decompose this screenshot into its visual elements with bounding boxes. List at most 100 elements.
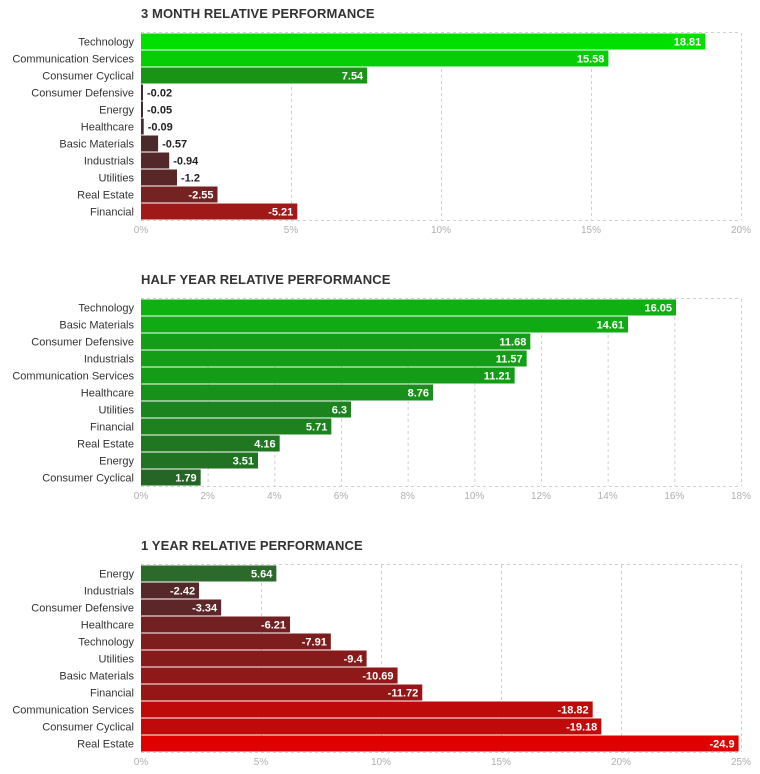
bar [141, 684, 423, 701]
value-label: -2.42 [170, 586, 195, 598]
value-label: 16.05 [644, 303, 672, 315]
x-tick-label: 20% [731, 225, 751, 236]
value-label: -1.2 [181, 173, 200, 185]
category-label: Healthcare [81, 122, 134, 134]
x-tick-label: 0% [134, 757, 149, 768]
category-label: Real Estate [77, 739, 134, 751]
bar [141, 418, 332, 435]
bar [141, 118, 144, 135]
x-tick-label: 0% [134, 225, 149, 236]
category-label: Utilities [99, 173, 135, 185]
bar [141, 203, 298, 220]
chart-title: 3 MONTH RELATIVE PERFORMANCE [141, 6, 375, 21]
bar [141, 718, 602, 735]
value-label: 15.58 [577, 54, 605, 66]
x-tick-label: 12% [531, 491, 551, 502]
value-label: -0.94 [173, 156, 199, 168]
value-label: 11.68 [499, 337, 526, 349]
category-label: Communication Services [12, 705, 134, 717]
x-tick-label: 10% [371, 757, 391, 768]
value-label: 3.51 [233, 456, 254, 468]
bar [141, 599, 222, 616]
chart-3-month-plot: 0% 5% 10% 15% 20% Technology 18.81 Communicatio… [12, 32, 751, 236]
bar [141, 667, 398, 684]
category-label: Industrials [84, 586, 135, 598]
category-label: Financial [90, 688, 134, 700]
value-label: 11.21 [484, 371, 511, 383]
category-label: Technology [78, 637, 134, 649]
x-tick-label: 10% [464, 491, 484, 502]
bar [141, 616, 291, 633]
category-label: Industrials [84, 354, 135, 366]
x-tick-label: 20% [611, 757, 631, 768]
value-label: -3.34 [192, 603, 218, 615]
category-label: Financial [90, 207, 134, 219]
value-label: -6.21 [261, 620, 286, 632]
value-label: -0.02 [147, 88, 172, 100]
bar [141, 582, 200, 599]
category-label: Consumer Defensive [31, 603, 134, 615]
bar [141, 401, 351, 418]
x-tick-label: 5% [284, 225, 299, 236]
bar [141, 316, 628, 333]
category-label: Healthcare [81, 388, 134, 400]
category-label: Utilities [99, 654, 135, 666]
chart-title: HALF YEAR RELATIVE PERFORMANCE [141, 272, 391, 287]
bar [141, 633, 331, 650]
bar [141, 50, 609, 67]
value-label: 1.79 [175, 473, 196, 485]
category-label: Basic Materials [59, 139, 134, 151]
category-label: Basic Materials [59, 671, 134, 683]
bar [141, 299, 676, 316]
category-label: Energy [99, 456, 134, 468]
value-label: -5.21 [268, 207, 293, 219]
value-label: -19.18 [566, 722, 597, 734]
bar [141, 452, 258, 469]
category-label: Energy [99, 105, 134, 117]
x-tick-label: 15% [491, 757, 511, 768]
bar [141, 735, 739, 752]
category-label: Communication Services [12, 371, 134, 383]
bar [141, 350, 527, 367]
x-tick-label: 10% [431, 225, 451, 236]
x-tick-label: 0% [134, 491, 149, 502]
category-label: Industrials [84, 156, 135, 168]
value-label: -18.82 [557, 705, 588, 717]
chart-half-year-plot: 0% 2% 4% 6% 8% 10% 12% 14% 16% 18% Technology 16.05… [12, 298, 751, 502]
bar [141, 101, 143, 118]
bar [141, 186, 218, 203]
value-label: -0.05 [147, 105, 172, 117]
x-tick-label: 2% [200, 491, 215, 502]
bar [141, 701, 593, 718]
bar [141, 565, 277, 582]
category-label: Consumer Cyclical [42, 722, 134, 734]
value-label: 18.81 [674, 37, 702, 49]
value-label: 4.16 [254, 439, 275, 451]
value-label: -0.09 [148, 122, 173, 134]
category-label: Consumer Defensive [31, 337, 134, 349]
value-label: 6.3 [332, 405, 347, 417]
category-label: Technology [78, 303, 134, 315]
category-label: Consumer Cyclical [42, 473, 134, 485]
x-tick-label: 6% [334, 491, 349, 502]
value-label: -7.91 [302, 637, 327, 649]
bar [141, 435, 280, 452]
value-label: 5.64 [251, 569, 273, 581]
bar [141, 169, 177, 186]
x-tick-label: 8% [400, 491, 415, 502]
bar [141, 33, 706, 50]
x-tick-label: 16% [664, 491, 684, 502]
value-label: 14.61 [596, 320, 624, 332]
category-label: Consumer Defensive [31, 88, 134, 100]
category-label: Basic Materials [59, 320, 134, 332]
bar [141, 367, 515, 384]
x-tick-label: 15% [581, 225, 601, 236]
bar [141, 333, 531, 350]
value-label: -24.9 [710, 739, 735, 751]
category-label: Healthcare [81, 620, 134, 632]
value-label: -9.4 [344, 654, 364, 666]
value-label: 7.54 [342, 71, 364, 83]
bar [141, 152, 170, 169]
bar [141, 384, 433, 401]
category-label: Financial [90, 422, 134, 434]
